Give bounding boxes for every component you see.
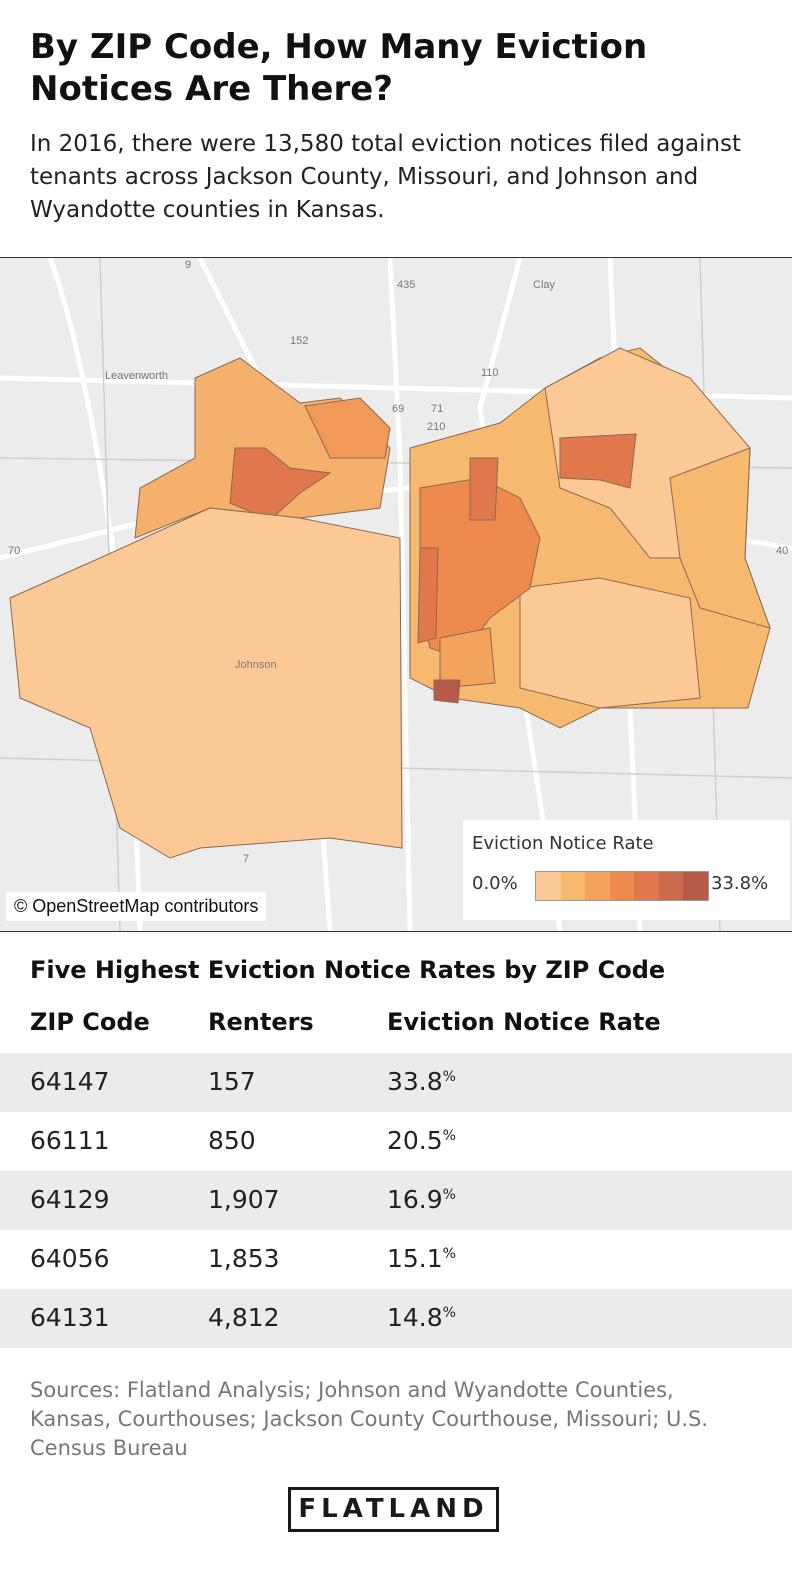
zip-region [304,397,391,459]
percent-sign: % [442,1069,456,1085]
cell-rate: 16.9% [387,1185,456,1214]
zip-region [439,627,496,689]
table-row: 64147 157 33.8% [0,1053,792,1112]
cell-renters: 850 [208,1126,256,1155]
zip-region [229,447,332,521]
table-row: 66111 850 20.5% [0,1112,792,1171]
map-legend: Eviction Notice Rate 0.0% 33.8% [463,820,790,920]
map-attribution[interactable]: © OpenStreetMap contributors [6,892,267,921]
cell-zip: 64056 [30,1244,110,1273]
zip-region [669,447,771,629]
flatland-logo: FLATLAND [288,1487,499,1532]
percent-sign: % [442,1128,456,1144]
cell-renters: 1,907 [208,1185,280,1214]
cell-rate: 14.8% [387,1303,456,1332]
percent-sign: % [442,1305,456,1321]
legend-min: 0.0% [472,873,518,894]
table-title: Five Highest Eviction Notice Rates by ZI… [30,956,666,984]
route-label: 435 [397,279,415,291]
zip-region [433,679,461,704]
cell-rate: 20.5% [387,1126,456,1155]
route-label: 210 [427,421,445,433]
percent-sign: % [442,1187,456,1203]
zip-region [559,433,637,489]
route-label: 69 [392,403,404,415]
choropleth-map[interactable]: Leavenworth Clay 152 435 110 69 71 210 7… [0,257,792,932]
legend-swatch [658,872,684,900]
route-label: 9 [185,259,191,271]
table-row: 64056 1,853 15.1% [0,1230,792,1289]
cell-rate: 15.1% [387,1244,456,1273]
table-row: 64129 1,907 16.9% [0,1171,792,1230]
rate-value: 14.8 [387,1303,443,1332]
zip-region [469,457,499,521]
rate-value: 20.5 [387,1126,443,1155]
rate-value: 33.8 [387,1067,443,1096]
place-label: Johnson [235,659,277,671]
cell-zip: 66111 [30,1126,110,1155]
legend-max: 33.8% [711,873,769,894]
route-label: 110 [481,367,499,379]
legend-swatch [683,872,709,900]
legend-swatch [609,872,635,900]
cell-renters: 1,853 [208,1244,280,1273]
rate-value: 15.1 [387,1244,443,1273]
sources-note: Sources: Flatland Analysis; Johnson and … [30,1378,709,1460]
cell-rate: 33.8% [387,1067,456,1096]
legend-swatch [536,872,561,900]
legend-color-scale [535,871,709,901]
zip-region [417,547,439,644]
place-label: Clay [533,279,556,291]
legend-swatch [560,872,586,900]
cell-renters: 157 [208,1067,256,1096]
legend-swatch [585,872,610,900]
legend-swatch [634,872,659,900]
zip-region [519,577,701,709]
route-label: 71 [431,403,443,415]
place-label: Leavenworth [105,370,168,382]
page-subtitle: In 2016, there were 13,580 total evictio… [30,131,742,223]
column-header-renters: Renters [208,1008,314,1036]
route-label: 152 [290,335,308,347]
percent-sign: % [442,1246,456,1262]
cell-zip: 64131 [30,1303,110,1332]
route-label: 7 [243,853,249,865]
map-canvas: Leavenworth Clay 152 435 110 69 71 210 7… [0,258,792,931]
rate-value: 16.9 [387,1185,443,1214]
zip-regions [9,347,771,859]
column-header-zip: ZIP Code [30,1008,150,1036]
cell-zip: 64129 [30,1185,110,1214]
route-label: 70 [8,545,20,557]
legend-title: Eviction Notice Rate [472,833,654,854]
table-row: 64131 4,812 14.8% [0,1289,792,1348]
zip-region [9,507,403,859]
route-label: 40 [776,545,788,557]
page-title: By ZIP Code, How Many Eviction Notices A… [30,27,648,109]
cell-renters: 4,812 [208,1303,280,1332]
column-header-rate: Eviction Notice Rate [387,1008,661,1036]
cell-zip: 64147 [30,1067,110,1096]
